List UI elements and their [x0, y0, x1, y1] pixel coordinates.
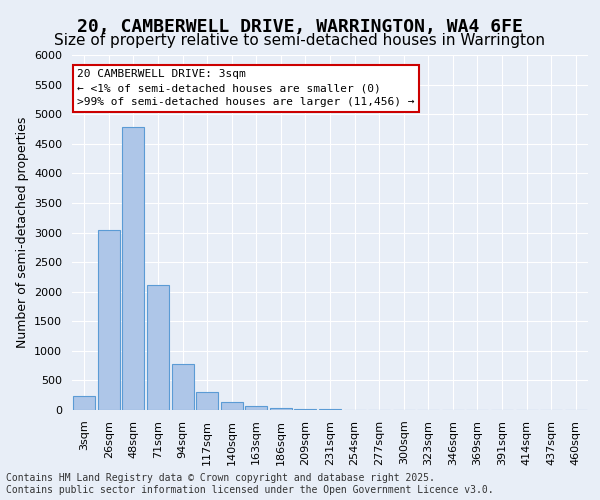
Text: Contains HM Land Registry data © Crown copyright and database right 2025.
Contai: Contains HM Land Registry data © Crown c… [6, 474, 494, 495]
Bar [98, 230, 120, 410]
Bar [319, 409, 341, 410]
Bar [196, 392, 218, 410]
Y-axis label: Number of semi-detached properties: Number of semi-detached properties [16, 117, 29, 348]
Bar [73, 396, 95, 410]
Bar [295, 408, 316, 410]
Bar [122, 127, 145, 410]
Bar [270, 408, 292, 410]
Bar [221, 402, 243, 410]
Text: 20 CAMBERWELL DRIVE: 3sqm
← <1% of semi-detached houses are smaller (0)
>99% of : 20 CAMBERWELL DRIVE: 3sqm ← <1% of semi-… [77, 69, 415, 107]
Text: Size of property relative to semi-detached houses in Warrington: Size of property relative to semi-detach… [55, 32, 545, 48]
Bar [245, 406, 268, 410]
Bar [172, 364, 194, 410]
Bar [147, 284, 169, 410]
Text: 20, CAMBERWELL DRIVE, WARRINGTON, WA4 6FE: 20, CAMBERWELL DRIVE, WARRINGTON, WA4 6F… [77, 18, 523, 36]
